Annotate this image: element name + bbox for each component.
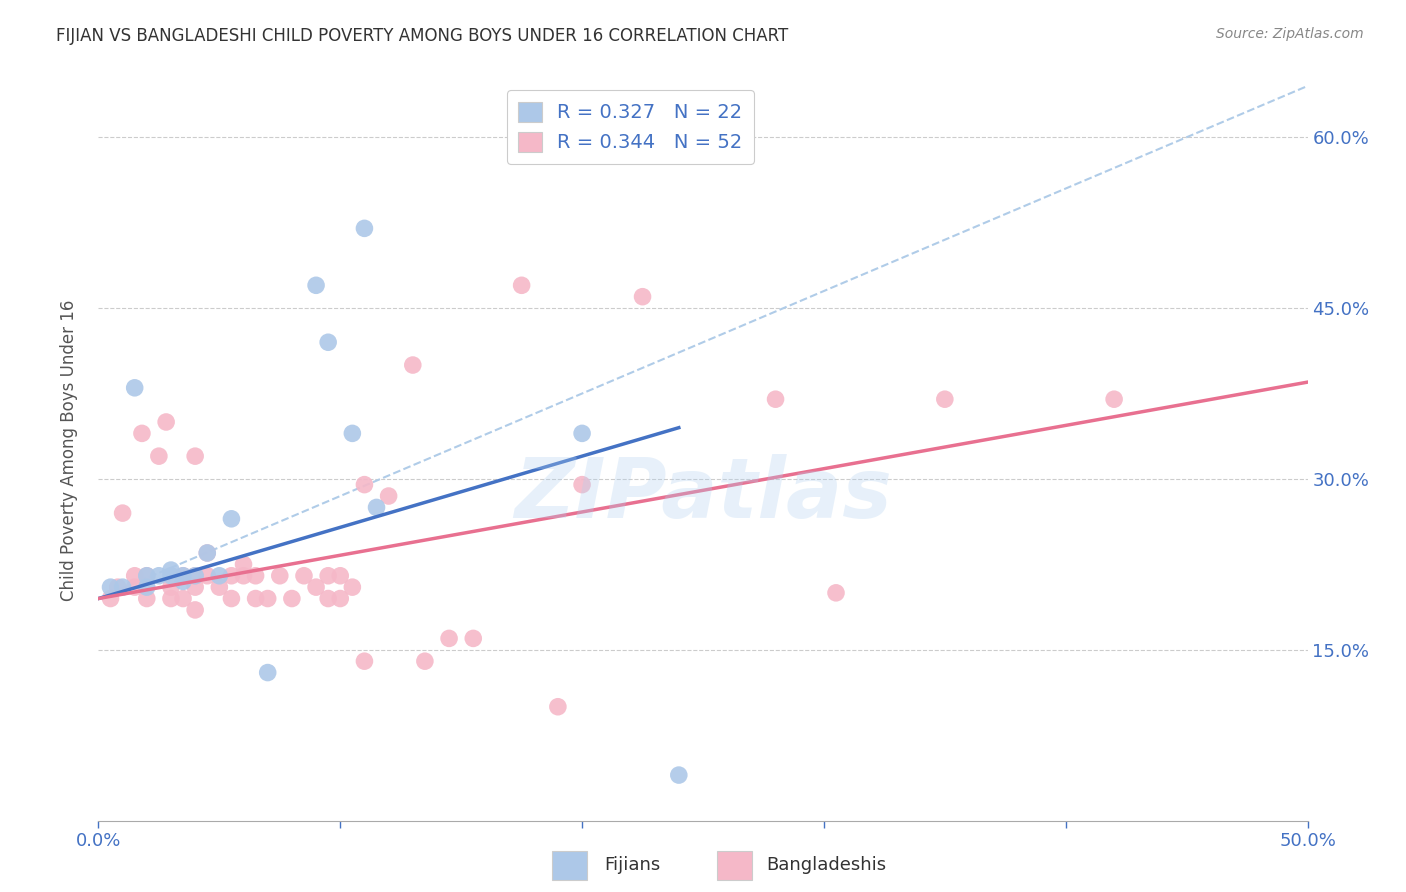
Point: [195, 546, 218, 560]
Point: [1102, 392, 1125, 407]
Point: [232, 568, 254, 582]
Point: [256, 591, 278, 606]
Point: [353, 654, 375, 668]
Point: [329, 568, 352, 582]
Point: [353, 221, 375, 235]
Text: Source: ZipAtlas.com: Source: ZipAtlas.com: [1216, 27, 1364, 41]
Point: [221, 568, 243, 582]
Point: [571, 477, 593, 491]
Point: [245, 591, 267, 606]
Point: [195, 546, 218, 560]
Bar: [717, 851, 752, 880]
Point: [377, 489, 399, 503]
Point: [184, 449, 207, 463]
Point: [208, 568, 231, 582]
Point: [316, 568, 339, 582]
Point: [148, 449, 170, 463]
Point: [825, 586, 848, 600]
Point: [135, 591, 157, 606]
Point: [221, 591, 243, 606]
Point: [135, 568, 157, 582]
Point: [402, 358, 425, 372]
Point: [316, 591, 339, 606]
Point: [547, 699, 569, 714]
Point: [160, 568, 183, 582]
Point: [124, 580, 146, 594]
Point: [100, 580, 122, 594]
Point: [934, 392, 956, 407]
Point: [160, 580, 183, 594]
Point: [232, 558, 254, 572]
Point: [305, 278, 328, 293]
Point: [131, 426, 153, 441]
Point: [463, 632, 485, 646]
Point: [353, 477, 375, 491]
Bar: [551, 851, 588, 880]
Point: [437, 632, 460, 646]
Point: [208, 580, 231, 594]
Point: [631, 290, 654, 304]
Point: [668, 768, 690, 782]
Point: [316, 335, 339, 350]
Point: [571, 426, 593, 441]
Point: [172, 591, 194, 606]
Point: [281, 591, 304, 606]
Point: [184, 603, 207, 617]
Point: [148, 568, 170, 582]
Point: [269, 568, 291, 582]
Point: [342, 580, 364, 594]
Point: [245, 568, 267, 582]
Legend: R = 0.327   N = 22, R = 0.344   N = 52: R = 0.327 N = 22, R = 0.344 N = 52: [506, 90, 754, 164]
Text: ZIPatlas: ZIPatlas: [515, 454, 891, 535]
Point: [256, 665, 278, 680]
Point: [111, 506, 134, 520]
Point: [107, 580, 129, 594]
Point: [111, 580, 134, 594]
Text: Fijians: Fijians: [605, 856, 661, 874]
Y-axis label: Child Poverty Among Boys Under 16: Child Poverty Among Boys Under 16: [59, 300, 77, 601]
Point: [172, 574, 194, 589]
Point: [184, 580, 207, 594]
Point: [160, 563, 183, 577]
Point: [135, 580, 157, 594]
Point: [184, 568, 207, 582]
Point: [221, 512, 243, 526]
Point: [342, 426, 364, 441]
Text: Bangladeshis: Bangladeshis: [766, 856, 886, 874]
Point: [195, 568, 218, 582]
Point: [765, 392, 787, 407]
Point: [172, 568, 194, 582]
Point: [172, 568, 194, 582]
Point: [155, 415, 177, 429]
Point: [124, 381, 146, 395]
Point: [366, 500, 388, 515]
Point: [292, 568, 315, 582]
Point: [135, 568, 157, 582]
Point: [305, 580, 328, 594]
Point: [160, 591, 183, 606]
Point: [510, 278, 533, 293]
Text: FIJIAN VS BANGLADESHI CHILD POVERTY AMONG BOYS UNDER 16 CORRELATION CHART: FIJIAN VS BANGLADESHI CHILD POVERTY AMON…: [56, 27, 789, 45]
Point: [184, 568, 207, 582]
Point: [329, 591, 352, 606]
Point: [413, 654, 436, 668]
Point: [124, 568, 146, 582]
Point: [100, 591, 122, 606]
